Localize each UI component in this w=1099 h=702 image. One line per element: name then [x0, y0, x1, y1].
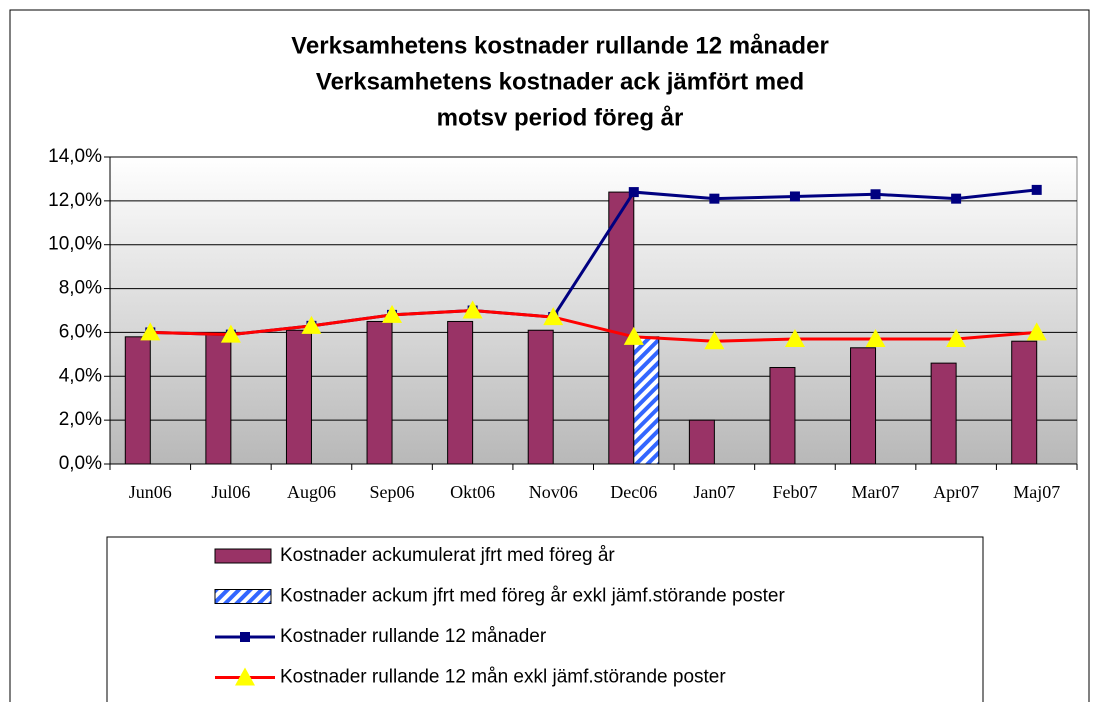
marker	[543, 307, 564, 326]
bar	[850, 347, 877, 465]
marker	[709, 193, 720, 204]
bar	[124, 336, 151, 465]
x-tick-label: Jul06	[211, 482, 250, 502]
legend-label: Kostnader ackumulerat jfrt med föreg år	[280, 545, 615, 566]
marker	[951, 193, 962, 204]
legend-marker	[240, 632, 250, 642]
x-tick-label: Feb07	[772, 482, 817, 502]
marker	[382, 304, 403, 323]
marker	[462, 300, 483, 319]
bar	[447, 320, 474, 465]
marker	[140, 322, 161, 341]
y-tick-label: 2,0%	[59, 409, 102, 430]
marker	[1026, 322, 1047, 341]
marker	[865, 329, 886, 348]
legend-label: Kostnader rullande 12 mån exkl jämf.stör…	[280, 667, 726, 688]
chart-title: Verksamhetens kostnader rullande 12 måna…	[291, 32, 829, 59]
bar	[1011, 340, 1038, 465]
plot-area	[109, 156, 1078, 465]
bar	[769, 367, 796, 465]
x-tick-label: Dec06	[610, 482, 657, 502]
marker	[789, 191, 800, 202]
marker	[301, 315, 322, 334]
marker	[784, 329, 805, 348]
legend-label: Kostnader rullande 12 månader	[280, 626, 547, 647]
x-tick-label: Nov06	[529, 482, 578, 502]
x-tick-label: Apr07	[933, 482, 979, 502]
bar	[285, 329, 312, 465]
legend-marker	[235, 667, 255, 686]
bar	[205, 334, 232, 465]
marker	[946, 329, 967, 348]
y-tick-label: 0,0%	[59, 453, 102, 474]
x-tick-label: Jan07	[693, 482, 735, 502]
x-tick-label: Aug06	[287, 482, 336, 502]
legend	[106, 536, 984, 702]
bar	[366, 320, 393, 465]
legend-label: Kostnader ackum jfrt med föreg år exkl j…	[280, 586, 785, 607]
bar	[930, 362, 957, 465]
marker	[870, 189, 881, 200]
bar	[688, 419, 715, 465]
x-tick-label: Okt06	[450, 482, 495, 502]
y-tick-label: 14,0%	[48, 146, 102, 167]
legend-swatch	[214, 548, 272, 564]
x-tick-label: Sep06	[370, 482, 415, 502]
chart-title: motsv period föreg år	[437, 104, 684, 131]
x-tick-label: Jun06	[129, 482, 172, 502]
marker	[1031, 184, 1042, 195]
y-tick-label: 8,0%	[59, 278, 102, 299]
legend-swatch	[214, 589, 272, 604]
marker	[628, 187, 639, 198]
y-tick-label: 10,0%	[48, 234, 102, 255]
bar	[527, 329, 554, 465]
bar	[608, 191, 635, 465]
x-tick-label: Maj07	[1013, 482, 1060, 502]
y-tick-label: 6,0%	[59, 321, 102, 342]
bar	[633, 336, 660, 465]
y-tick-label: 12,0%	[48, 190, 102, 211]
marker	[623, 326, 644, 345]
line	[150, 308, 1037, 343]
chart-title: Verksamhetens kostnader ack jämfört med	[316, 68, 804, 95]
x-tick-label: Mar07	[852, 482, 900, 502]
marker	[704, 331, 725, 350]
marker	[220, 324, 241, 343]
y-tick-label: 4,0%	[59, 365, 102, 386]
